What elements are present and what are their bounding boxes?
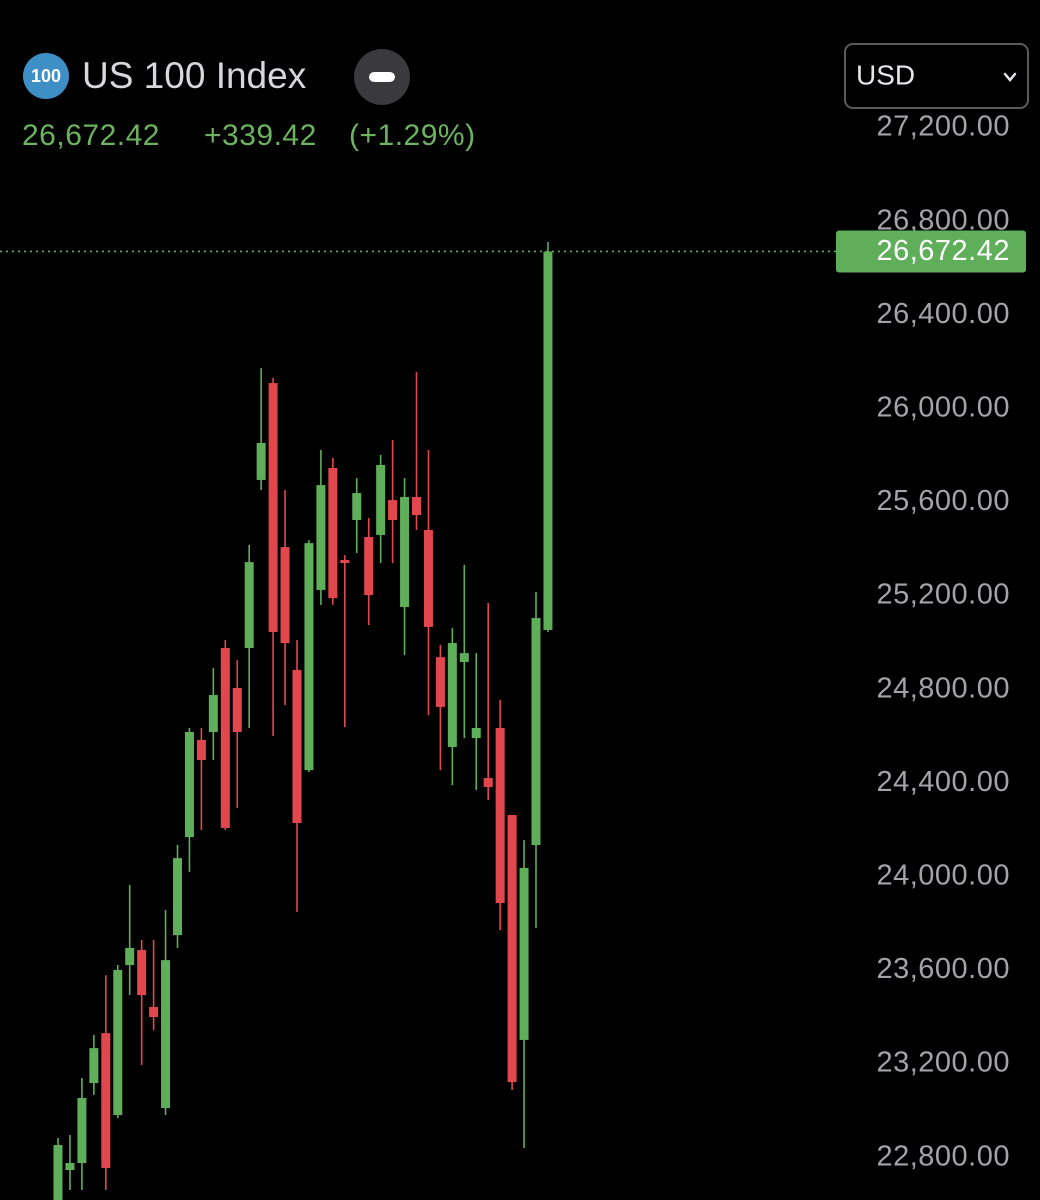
candle-body — [364, 537, 374, 596]
candle-body — [352, 493, 362, 520]
candle-body — [495, 728, 505, 904]
price-label: 26,672.42 — [876, 235, 1010, 267]
candle-body — [447, 643, 457, 747]
candle-body — [268, 383, 278, 633]
candle-body — [196, 739, 206, 761]
y-tick-label: 26,000.00 — [876, 391, 1010, 423]
y-tick-label: 22,800.00 — [876, 1140, 1010, 1172]
candle-body — [507, 815, 517, 1083]
y-tick-label: 25,600.00 — [876, 485, 1010, 517]
chevron-icon — [1003, 72, 1017, 82]
dropdown-box[interactable] — [844, 43, 1029, 109]
candle-body — [328, 468, 338, 599]
y-tick-label: 25,200.00 — [876, 579, 1010, 611]
candle-body — [232, 687, 242, 732]
candle-body — [125, 947, 135, 966]
candle-body — [149, 1006, 159, 1018]
last-price: 26,672.42 — [22, 119, 160, 152]
candle-body — [113, 969, 123, 1116]
y-tick-label: 23,600.00 — [876, 953, 1010, 985]
candle-body — [543, 251, 553, 630]
y-tick-label: 23,200.00 — [876, 1047, 1010, 1079]
candle-body — [173, 858, 182, 936]
price-change: +339.42 — [204, 119, 317, 152]
candle-body — [292, 669, 302, 824]
candle-body — [519, 867, 529, 1040]
candle-body — [471, 728, 481, 739]
candle-body — [208, 695, 218, 732]
candle-body — [53, 1145, 63, 1200]
candle-body — [137, 950, 147, 996]
currency-dropdown[interactable]: USD — [844, 43, 1029, 109]
candle-body — [184, 731, 194, 838]
candle-body — [280, 547, 290, 644]
candle-body — [89, 1048, 99, 1083]
y-tick-label: 27,200.00 — [876, 111, 1010, 143]
candle-body — [161, 960, 171, 1109]
candle-body — [376, 464, 386, 535]
price-change-pct: (+1.29%) — [349, 119, 476, 152]
minus-icon — [369, 72, 395, 82]
candle-body — [220, 647, 230, 828]
candle-body — [423, 530, 433, 627]
candle-body — [400, 497, 410, 608]
candle-body — [256, 442, 266, 480]
y-tick-label: 24,800.00 — [876, 672, 1010, 704]
symbol-title: US 100 Index — [82, 55, 307, 96]
currency-label: USD — [856, 59, 915, 90]
candle-body — [531, 618, 541, 846]
candle-body — [244, 562, 254, 648]
candle-body — [459, 653, 469, 663]
badge-text: 100 — [31, 66, 61, 86]
price-label-bg — [836, 230, 1026, 273]
candle-body — [77, 1097, 87, 1164]
y-tick-label: 26,400.00 — [876, 298, 1010, 330]
candle-body — [65, 1163, 75, 1171]
y-tick-label: 24,400.00 — [876, 766, 1010, 798]
candle-body — [101, 1033, 111, 1168]
candle-body — [435, 657, 445, 707]
collapse-button[interactable] — [354, 49, 410, 105]
candle-body — [483, 778, 493, 787]
y-tick-label: 24,000.00 — [876, 859, 1010, 891]
candle-body — [316, 485, 326, 590]
candle-body — [388, 500, 398, 520]
candle-body — [304, 543, 314, 771]
plot-area: 27,200.0026,800.0026,400.0026,000.0025,6… — [0, 111, 1026, 1200]
candle-body — [412, 497, 421, 516]
candle-body — [340, 559, 350, 564]
symbol-badge — [23, 53, 69, 99]
